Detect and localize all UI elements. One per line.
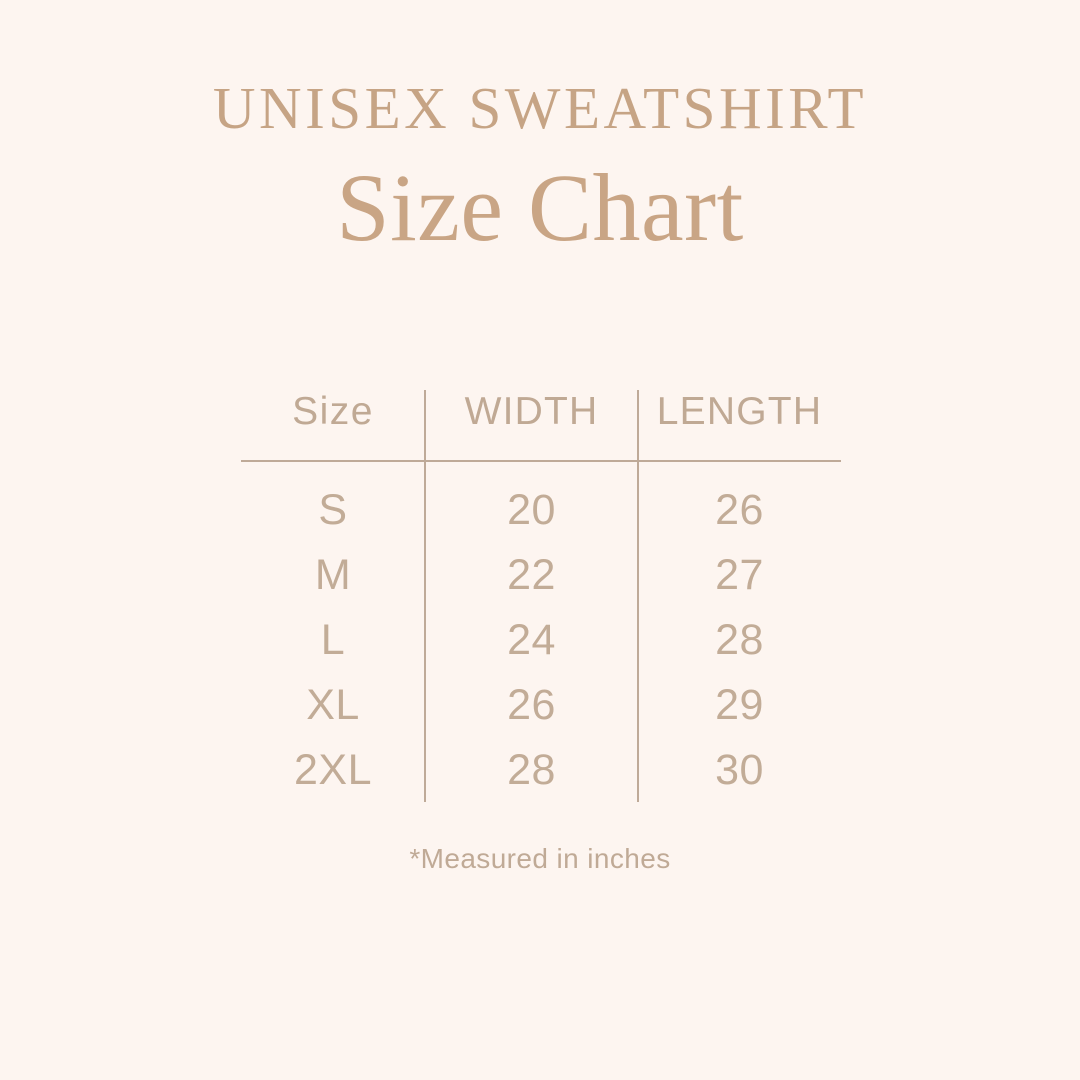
product-title: UNISEX SWEATSHIRT	[212, 75, 868, 141]
column-header-width: WIDTH	[425, 388, 638, 462]
cell-size: S	[318, 486, 348, 534]
table-row: M 22 27	[241, 543, 841, 608]
cell-length: 30	[715, 746, 764, 794]
page-title: UNISEX SWEATSHIRT Size Chart	[0, 75, 1080, 261]
table-row: 2XL 28 30	[241, 738, 841, 807]
column-divider-2	[637, 390, 639, 802]
cell-size: XL	[306, 681, 360, 729]
chart-heading: Size Chart	[336, 153, 744, 261]
cell-width: 20	[507, 486, 556, 534]
cell-width: 22	[507, 551, 556, 599]
cell-length: 27	[715, 551, 764, 599]
table-header: Size WIDTH LENGTH	[241, 388, 841, 462]
cell-size: M	[314, 551, 352, 599]
size-table: Size WIDTH LENGTH S 20 26 M 22 27 L	[241, 388, 841, 807]
cell-length: 26	[715, 486, 764, 534]
column-divider-1	[424, 390, 426, 802]
cell-length: 29	[715, 681, 764, 729]
cell-width: 24	[507, 616, 556, 664]
size-table-container: Size WIDTH LENGTH S 20 26 M 22 27 L	[241, 388, 841, 803]
measurement-note: *Measured in inches	[409, 843, 671, 874]
column-header-length: LENGTH	[638, 388, 841, 462]
cell-width: 26	[507, 681, 556, 729]
column-header-size: Size	[241, 388, 425, 462]
table-header-row: Size WIDTH LENGTH	[241, 388, 841, 462]
cell-width: 28	[507, 746, 556, 794]
table-row: L 24 28	[241, 608, 841, 673]
table-row: XL 26 29	[241, 673, 841, 738]
cell-length: 28	[715, 616, 764, 664]
table-body: S 20 26 M 22 27 L 24 28 XL 26 29	[241, 461, 841, 807]
cell-size: 2XL	[293, 746, 372, 794]
cell-size: L	[320, 616, 346, 664]
table-row: S 20 26	[241, 461, 841, 543]
